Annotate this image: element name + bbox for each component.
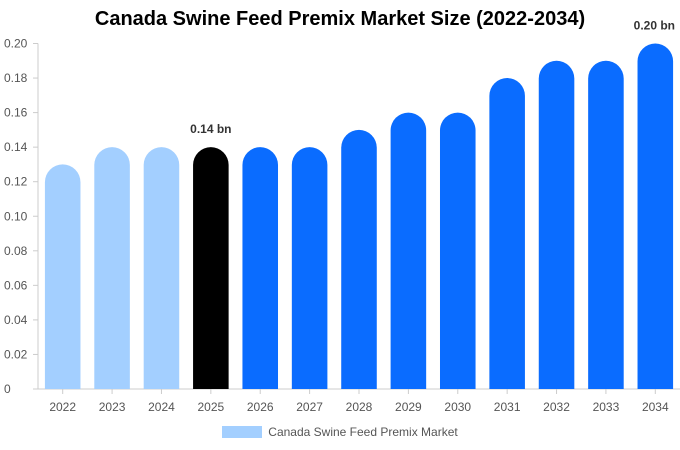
- chart-title: Canada Swine Feed Premix Market Size (20…: [94, 8, 586, 30]
- legend[interactable]: Canada Swine Feed Premix Market: [0, 425, 680, 439]
- x-axis-tick-label: 2033: [593, 400, 620, 414]
- data-label-2025: 0.14 bn: [190, 122, 231, 136]
- x-axis-tick-label: 2022: [49, 400, 76, 414]
- x-axis-tick-label: 2025: [197, 400, 224, 414]
- bar-2033[interactable]: [588, 60, 624, 389]
- x-axis-tick-label: 2027: [296, 400, 323, 414]
- y-axis-tick-label: 0.10: [4, 209, 28, 223]
- bar-2032[interactable]: [538, 60, 575, 390]
- y-axis-tick-label: 0.12: [4, 175, 28, 189]
- y-axis-tick-label: 0: [4, 382, 11, 396]
- bar-2028[interactable]: [341, 129, 377, 389]
- bar-2029[interactable]: [390, 112, 427, 390]
- y-axis-tick-label: 0.04: [4, 313, 28, 327]
- x-axis-tick-label: 2031: [494, 400, 521, 414]
- y-axis-tick-label: 0.02: [4, 347, 28, 361]
- y-axis-tick-label: 0.18: [4, 71, 28, 85]
- x-axis-tick-label: 2024: [148, 400, 175, 414]
- bar-2022[interactable]: [44, 164, 81, 389]
- legend-label: Canada Swine Feed Premix Market: [268, 425, 458, 439]
- y-axis-tick-label: 0.08: [4, 244, 28, 258]
- x-axis-tick-label: 2028: [346, 400, 373, 414]
- y-axis-tick-label: 0.20: [4, 37, 28, 51]
- bar-2031[interactable]: [489, 78, 525, 390]
- x-axis-tick-label: 2023: [99, 400, 126, 414]
- x-axis-tick-label: 2034: [642, 400, 669, 414]
- bar-2034[interactable]: [637, 43, 674, 389]
- bar-2030[interactable]: [439, 112, 476, 389]
- bar-2024[interactable]: [143, 147, 180, 389]
- x-axis-tick-label: 2032: [543, 400, 570, 414]
- bar-2027[interactable]: [291, 147, 328, 389]
- bar-2023[interactable]: [94, 147, 130, 389]
- y-axis-tick-label: 0.16: [4, 106, 28, 120]
- x-axis-tick-label: 2029: [395, 400, 422, 414]
- y-axis-tick-label: 0.06: [4, 278, 28, 292]
- x-axis-tick-label: 2026: [247, 400, 274, 414]
- data-label-2034: 0.20 bn: [634, 19, 675, 33]
- x-axis-tick-label: 2030: [444, 400, 471, 414]
- legend-swatch: [222, 426, 263, 438]
- y-axis-tick-label: 0.14: [4, 140, 28, 154]
- bar-2026[interactable]: [242, 147, 279, 389]
- bar-2025[interactable]: [193, 147, 229, 389]
